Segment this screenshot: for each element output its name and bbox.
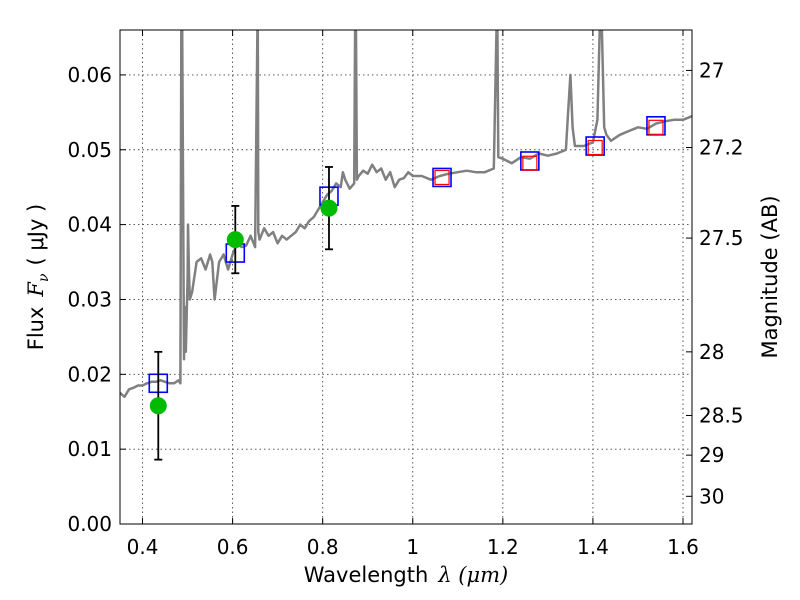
observed-photometry-box [587,139,603,156]
y2-tick-label: 30 [699,484,724,508]
x-tick-label: 1.4 [577,535,609,559]
y-axis-label-symbol: F [24,281,48,298]
grid-lines [120,30,692,525]
y-axis-label-unit: ( μJy ) [24,204,48,266]
y-axis-label-text: Flux [24,307,48,351]
x-tick-label: 1 [406,535,419,559]
model-photometry-box [585,136,605,156]
y-tick-label: 0.03 [67,287,112,311]
x-tick-label: 1.6 [667,535,699,559]
y-tick-label: 0.02 [67,362,112,386]
model-spectrum [120,30,692,399]
observed-photometry-box [434,169,450,186]
detection-point [320,199,338,217]
model-spectrum-line [120,30,692,399]
plot-frame [119,29,693,525]
photometry-markers [148,116,666,461]
model-photometry-box [432,167,452,188]
model-photometry-box [646,116,666,136]
y2-tick-label: 28 [699,340,724,364]
y2-tick-label: 28.5 [699,403,744,427]
axis-ticks: 0.4 0.6 0.8 1 1.2 1.4 1.6 0.00 0.01 0.02 0.03 0.04 0… [67,30,744,559]
y2-tick-label: 27 [699,58,724,82]
x-tick-label: 1.2 [487,535,519,559]
y2-tick-label: 27.2 [699,136,744,160]
y-tick-label: 0.05 [67,138,112,162]
detection-point [149,397,167,415]
x-tick-label: 0.6 [217,535,249,559]
x-tick-label: 0.8 [307,535,339,559]
detection-point [226,231,244,249]
x-axis-label-symbol: λ (μm) [437,563,508,587]
x-tick-label: 0.4 [127,535,159,559]
y-axis-label: Flux Fν ( μJy ) [24,204,52,350]
y-tick-label: 0.00 [67,512,112,536]
x-axis-label-text: Wavelength [304,563,429,587]
x-axis-label: Wavelength λ (μm) [304,563,509,587]
y2-tick-label: 27.5 [699,226,744,250]
y-tick-label: 0.04 [67,213,112,237]
y-tick-label: 0.01 [67,437,112,461]
y-tick-label: 0.06 [67,63,112,87]
observed-photometry-box [522,155,538,171]
y-axis-label-subscript: ν [36,273,52,282]
observed-photometry-box [648,119,664,135]
y2-tick-label: 29 [699,443,724,467]
y2-axis-label: Magnitude (AB) [758,195,782,358]
